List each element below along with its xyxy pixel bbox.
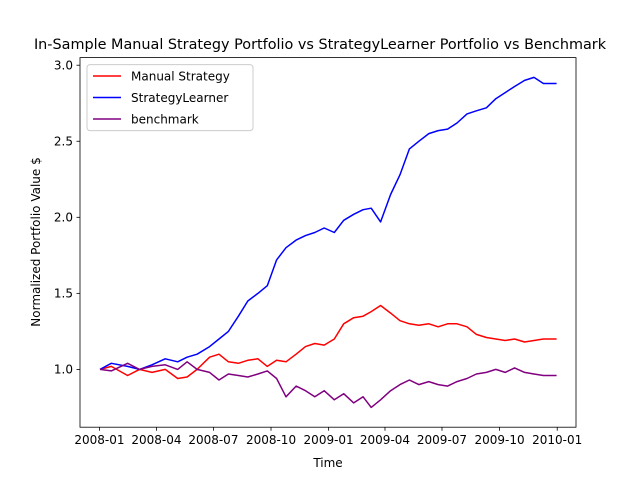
y-axis-ticks: 1.0 1.5 2.0 2.5 3.0	[54, 58, 80, 377]
x-tick-label: 2009-01	[304, 433, 354, 447]
x-tick-label: 2010-01	[532, 433, 582, 447]
x-tick-label: 2008-01	[74, 433, 124, 447]
y-tick-label: 3.0	[54, 58, 73, 72]
series-line-manual-strategy	[99, 304, 557, 380]
y-tick-label: 2.0	[54, 211, 73, 225]
legend-label-manual-strategy: Manual Strategy	[131, 70, 230, 84]
y-tick-label: 2.5	[54, 134, 73, 148]
legend: Manual Strategy StrategyLearner benchmar…	[86, 64, 254, 132]
x-tick-label: 2009-04	[360, 433, 410, 447]
legend-label-strategylearner: StrategyLearner	[131, 91, 228, 105]
y-tick-label: 1.0	[54, 363, 73, 377]
x-axis-ticks: 2008-01 2008-04 2008-07 2008-10 2009-01 2009-…	[74, 427, 582, 447]
y-axis-label: Normalized Portfolio Value $	[29, 157, 43, 326]
legend-box	[86, 64, 254, 132]
x-tick-label: 2008-07	[188, 433, 238, 447]
plot-frame	[79, 57, 577, 428]
series-line-benchmark	[99, 361, 557, 409]
series-line-strategylearner	[99, 76, 557, 371]
x-axis-label: Time	[312, 456, 342, 470]
x-tick-label: 2008-04	[131, 433, 181, 447]
x-tick-label: 2008-10	[246, 433, 296, 447]
x-tick-label: 2009-10	[475, 433, 525, 447]
x-tick-label: 2009-07	[417, 433, 467, 447]
chart-title: In-Sample Manual Strategy Portfolio vs S…	[34, 37, 607, 53]
legend-label-benchmark: benchmark	[131, 113, 199, 127]
y-tick-label: 1.5	[54, 287, 73, 301]
series-layer	[99, 76, 557, 409]
